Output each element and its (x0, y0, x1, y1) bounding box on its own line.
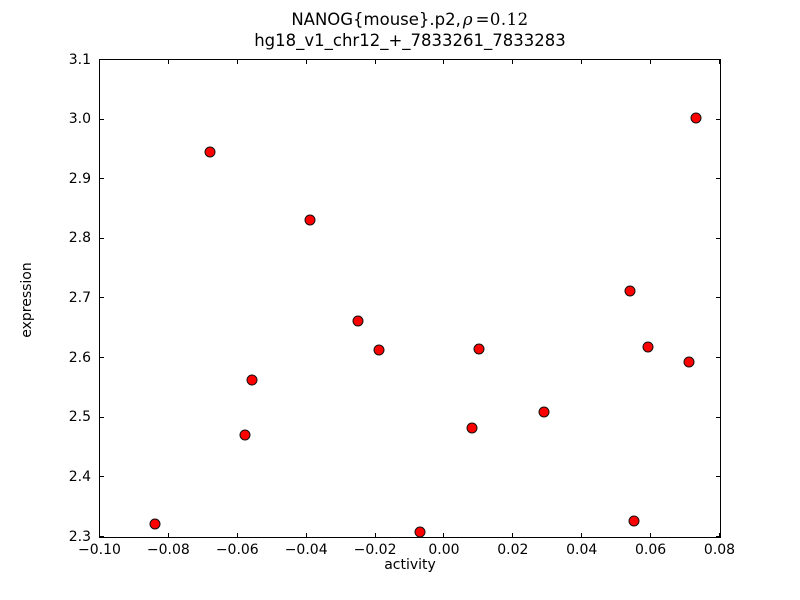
x-tick-mark (512, 533, 513, 537)
x-tick-label: −0.06 (215, 542, 259, 558)
data-point (683, 356, 695, 368)
x-tick-mark (168, 60, 169, 64)
x-tick-mark (375, 533, 376, 537)
x-tick-mark (443, 533, 444, 537)
x-tick-label: −0.08 (146, 542, 190, 558)
x-tick-label: −0.04 (284, 542, 328, 558)
x-tick-mark (237, 533, 238, 537)
y-tick-mark (716, 238, 720, 239)
x-axis-label: activity (384, 557, 436, 573)
data-point (624, 285, 636, 297)
x-tick-mark (581, 533, 582, 537)
rho-symbol: ρ (462, 10, 473, 29)
y-axis-label: expression (19, 262, 35, 338)
x-tick-mark (375, 60, 376, 64)
data-point (352, 315, 364, 327)
x-tick-label: 0.00 (428, 542, 460, 558)
x-tick-mark (650, 60, 651, 64)
y-tick-mark (716, 476, 720, 477)
plot-area (99, 59, 721, 538)
data-point (466, 422, 478, 434)
data-point (414, 526, 426, 538)
y-tick-label: 2.8 (68, 230, 91, 247)
x-tick-mark (512, 60, 513, 64)
x-tick-label: −0.02 (353, 542, 397, 558)
data-point (473, 343, 485, 355)
x-tick-label: 0.04 (566, 542, 598, 558)
x-tick-mark (719, 533, 720, 537)
y-tick-label: 2.9 (68, 170, 91, 187)
y-tick-mark (100, 417, 104, 418)
data-point (538, 406, 550, 418)
x-tick-label: −0.10 (78, 542, 121, 558)
y-tick-label: 2.6 (68, 349, 91, 366)
y-tick-mark (100, 119, 104, 120)
y-tick-mark (716, 297, 720, 298)
x-tick-mark (719, 60, 720, 64)
y-tick-mark (100, 536, 104, 537)
data-point (239, 429, 251, 441)
y-tick-mark (716, 417, 720, 418)
x-tick-label: 0.02 (497, 542, 529, 558)
y-tick-mark (100, 178, 104, 179)
x-tick-mark (650, 533, 651, 537)
x-tick-mark (99, 533, 100, 537)
chart-subtitle: hg18_v1_chr12_+_7833261_7833283 (254, 31, 566, 50)
y-tick-label: 3.1 (68, 51, 91, 68)
data-point (204, 146, 216, 158)
x-tick-mark (306, 533, 307, 537)
y-tick-mark (716, 119, 720, 120)
y-tick-mark (716, 536, 720, 537)
y-tick-label: 2.3 (68, 528, 91, 545)
data-point (642, 341, 654, 353)
x-tick-mark (306, 60, 307, 64)
data-point (373, 344, 385, 356)
x-tick-mark (168, 533, 169, 537)
chart-title: NANOG{mouse}.p2, ρ =0.12 hg18_v1_chr12_+_7… (99, 9, 721, 51)
y-tick-label: 2.7 (68, 290, 91, 306)
y-tick-mark (100, 297, 104, 298)
x-tick-mark (99, 60, 100, 64)
data-point (304, 214, 316, 226)
y-tick-mark (100, 238, 104, 239)
y-tick-mark (100, 476, 104, 477)
y-tick-label: 3.0 (68, 111, 91, 128)
data-point (628, 515, 640, 527)
y-tick-mark (716, 357, 720, 358)
data-point (149, 518, 161, 530)
y-tick-mark (100, 357, 104, 358)
y-tick-label: 2.5 (68, 409, 91, 426)
data-point (690, 112, 702, 124)
chart-title-line1: NANOG{mouse}.p2, ρ =0.12 (99, 9, 721, 30)
y-tick-label: 2.4 (68, 468, 91, 485)
x-tick-label: 0.06 (635, 542, 667, 558)
x-tick-mark (237, 60, 238, 64)
x-tick-mark (581, 60, 582, 64)
x-tick-mark (443, 60, 444, 64)
x-tick-label: 0.08 (703, 542, 736, 558)
data-point (246, 374, 258, 386)
y-tick-mark (100, 59, 104, 60)
y-tick-mark (716, 59, 720, 60)
title-text: NANOG{mouse}.p2, (291, 10, 461, 29)
y-tick-mark (716, 178, 720, 179)
rho-value: =0.12 (475, 10, 529, 29)
